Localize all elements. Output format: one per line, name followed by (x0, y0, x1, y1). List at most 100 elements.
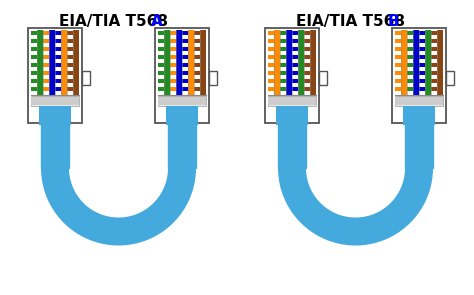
Bar (438, 30, 443, 95)
Bar (176, 97, 182, 105)
Bar (281, 63, 286, 67)
Bar (44, 55, 49, 59)
Bar (170, 87, 175, 91)
Bar (407, 97, 412, 105)
Bar (304, 39, 310, 43)
Bar (67, 71, 73, 75)
Bar (395, 39, 401, 43)
Bar (401, 97, 407, 105)
Bar (31, 31, 36, 35)
Bar (265, 28, 319, 123)
Polygon shape (278, 123, 306, 168)
Bar (268, 63, 273, 67)
Bar (158, 55, 164, 59)
Bar (73, 97, 79, 105)
Bar (158, 79, 164, 83)
Bar (268, 87, 273, 91)
Bar (431, 79, 437, 83)
Bar (268, 30, 273, 95)
Bar (292, 63, 298, 67)
Bar (194, 71, 200, 75)
Bar (158, 47, 164, 51)
Bar (304, 63, 310, 67)
Polygon shape (173, 234, 191, 240)
Bar (31, 39, 36, 43)
Bar (31, 63, 36, 67)
Bar (182, 39, 188, 43)
Bar (407, 39, 412, 43)
Bar (182, 97, 188, 105)
Bar (299, 97, 304, 105)
Bar (31, 79, 36, 83)
Bar (281, 97, 286, 105)
Bar (194, 31, 200, 35)
Bar (419, 71, 425, 75)
Bar (31, 87, 36, 91)
Bar (292, 71, 298, 75)
Bar (158, 31, 164, 35)
Bar (194, 87, 200, 91)
Bar (182, 55, 188, 59)
Text: EIA/TIA T568: EIA/TIA T568 (60, 14, 168, 29)
Bar (170, 31, 175, 35)
Bar (413, 97, 419, 105)
Bar (268, 96, 316, 106)
Bar (310, 30, 316, 95)
Bar (395, 55, 401, 59)
Bar (413, 30, 419, 95)
Bar (281, 31, 286, 35)
Bar (425, 97, 430, 105)
Bar (268, 71, 273, 75)
Bar (292, 31, 298, 35)
Bar (55, 55, 61, 59)
Bar (419, 79, 425, 83)
Polygon shape (405, 123, 433, 168)
Bar (431, 55, 437, 59)
Bar (268, 47, 273, 51)
Bar (182, 79, 188, 83)
Polygon shape (46, 234, 64, 240)
Bar (274, 97, 280, 105)
Bar (55, 47, 61, 51)
Bar (182, 47, 188, 51)
Bar (170, 79, 175, 83)
Bar (31, 96, 79, 106)
Bar (158, 97, 164, 105)
Bar (281, 71, 286, 75)
Bar (44, 63, 49, 67)
Text: EIA/TIA T568: EIA/TIA T568 (297, 14, 405, 29)
Bar (28, 28, 82, 123)
Bar (419, 97, 425, 105)
Bar (274, 30, 280, 95)
Bar (281, 30, 286, 95)
Bar (31, 71, 36, 75)
Bar (82, 71, 90, 85)
Bar (395, 97, 401, 105)
Bar (39, 106, 71, 125)
Bar (286, 97, 292, 105)
Bar (401, 30, 407, 95)
Bar (55, 79, 61, 83)
Polygon shape (410, 234, 428, 240)
Bar (304, 31, 310, 35)
Bar (268, 79, 273, 83)
Bar (170, 39, 175, 43)
Bar (407, 47, 412, 51)
Polygon shape (283, 234, 301, 240)
Bar (44, 97, 49, 105)
Bar (182, 30, 188, 95)
Bar (170, 71, 175, 75)
Text: B: B (388, 14, 400, 29)
Bar (166, 106, 198, 125)
Bar (31, 47, 36, 51)
Bar (182, 71, 188, 75)
Bar (158, 30, 164, 95)
Bar (281, 47, 286, 51)
Bar (67, 63, 73, 67)
Polygon shape (278, 168, 433, 245)
Bar (281, 39, 286, 43)
Bar (431, 30, 437, 95)
Bar (407, 55, 412, 59)
Bar (431, 47, 437, 51)
Bar (304, 87, 310, 91)
